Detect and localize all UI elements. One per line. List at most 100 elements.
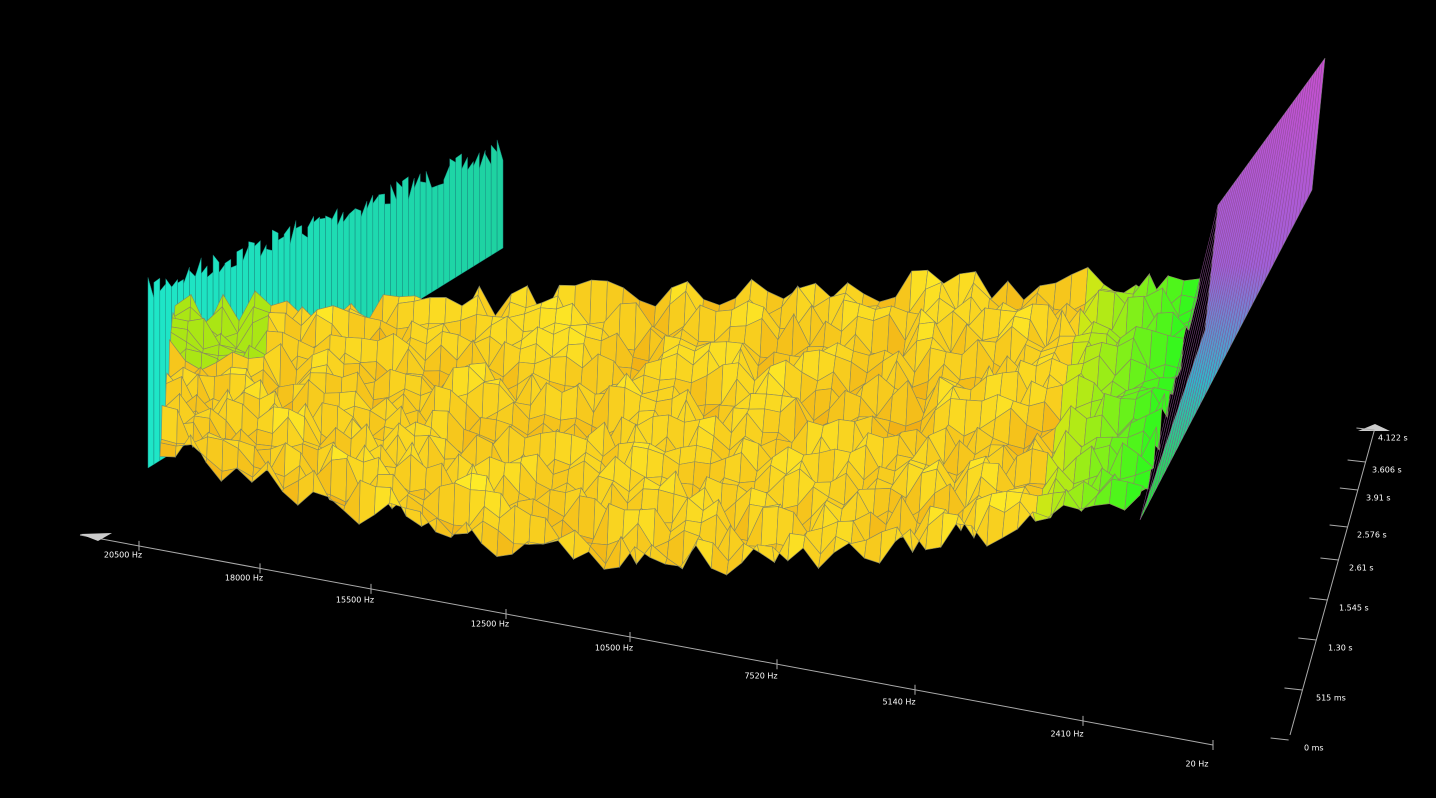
surface-cell <box>577 495 596 540</box>
wall-line <box>1144 201 1221 512</box>
surface-cell <box>646 448 664 479</box>
surface-cell <box>589 279 608 327</box>
surface-cell <box>1029 448 1049 485</box>
wall-line <box>1152 193 1227 496</box>
surface-cell <box>760 506 779 547</box>
wall-stripe <box>449 158 456 282</box>
wall-line <box>1139 204 1219 521</box>
wall-line <box>1281 83 1307 248</box>
surface-cell <box>1124 481 1144 512</box>
time-tick <box>1356 427 1375 431</box>
wall-stripe <box>496 139 504 253</box>
frequency-tick-label: 2410 Hz <box>1050 730 1083 739</box>
surface-cell <box>412 297 431 328</box>
wall-stripe <box>408 177 415 308</box>
surface-cell <box>697 304 717 343</box>
wall-line <box>1217 138 1267 372</box>
surface-cell <box>469 472 488 492</box>
wall-stripe <box>467 160 474 271</box>
wall-stripe <box>414 173 421 304</box>
time-tick <box>1298 637 1317 641</box>
wall-line <box>1242 116 1283 323</box>
surface-cell <box>982 307 1002 341</box>
frequency-tick-label: 20 Hz <box>1186 760 1209 769</box>
wall-line <box>1225 131 1272 356</box>
surface-cell <box>360 337 379 364</box>
frequency-tick-label: 12500 Hz <box>471 620 509 629</box>
wall-line <box>1290 76 1312 232</box>
surface-cell <box>548 356 567 387</box>
wall-stripe <box>147 277 155 469</box>
time-tick <box>1347 459 1366 463</box>
wall-line <box>1230 127 1275 347</box>
wall-stripe <box>490 144 498 256</box>
wall-line <box>1148 197 1224 504</box>
wall-line <box>1161 186 1232 479</box>
wall-line <box>1199 153 1256 405</box>
wall-stripe <box>153 277 161 465</box>
wall-stripe <box>443 165 450 286</box>
wall-line <box>1251 109 1288 306</box>
time-tick <box>1329 524 1348 528</box>
wall-line <box>1195 157 1254 413</box>
frequency-tick-label: 10500 Hz <box>595 644 633 653</box>
wall-line <box>1294 72 1315 224</box>
frequency-tick-label: 15500 Hz <box>336 596 374 605</box>
wall-stripe <box>461 157 468 275</box>
wall-line <box>1260 102 1294 290</box>
frequency-tick-label: 7520 Hz <box>744 672 777 681</box>
wall-line <box>1303 65 1320 207</box>
wall-line <box>1191 160 1251 422</box>
wall-line <box>1165 182 1235 471</box>
time-tick-label: 2.576 s <box>1357 531 1387 540</box>
time-tick-label: 3.606 s <box>1372 466 1402 475</box>
wall-stripe <box>431 185 439 293</box>
axis-labels: 20500 Hz 18000 Hz 15500 Hz 12500 Hz 10500 Hz… <box>104 427 1408 769</box>
wall-line <box>1208 146 1262 389</box>
surface-cell <box>453 482 471 527</box>
wall-line <box>1264 98 1296 281</box>
surface-cell <box>428 297 447 324</box>
surface-mesh <box>159 266 1201 576</box>
wall-stripe <box>437 183 445 289</box>
wall-line <box>1187 164 1248 430</box>
wall-line <box>1238 120 1280 331</box>
wall-line <box>1156 190 1229 488</box>
time-tick <box>1309 597 1328 601</box>
wall-stripe <box>396 180 403 315</box>
frequency-tick-label: 5140 Hz <box>882 698 915 707</box>
surface-cell <box>871 314 890 356</box>
time-tick-label: 1.30 s <box>1328 644 1353 653</box>
time-axis <box>1289 427 1376 736</box>
wall-line <box>1277 87 1304 257</box>
wall-stripe <box>479 150 486 264</box>
time-tick <box>1270 737 1289 741</box>
surface-cell <box>748 393 767 410</box>
wall-stripe <box>485 152 492 260</box>
wall-line <box>1182 168 1245 438</box>
wall-stripe <box>425 171 433 297</box>
wall-line <box>1221 135 1270 364</box>
wall-line <box>1212 142 1264 380</box>
wall-line <box>1298 68 1318 215</box>
frequency-tick-label: 18000 Hz <box>225 574 263 583</box>
time-tick <box>1320 557 1339 561</box>
time-tick-label: 515 ms <box>1316 694 1346 703</box>
wall-stripe <box>402 176 409 311</box>
wall-stripe <box>473 152 480 267</box>
right-wall-lines <box>1139 61 1323 521</box>
wall-line <box>1247 113 1286 314</box>
time-tick-label: 3.91 s <box>1366 494 1391 503</box>
wall-line <box>1169 179 1237 463</box>
surface-cell <box>528 514 547 545</box>
wall-stripe <box>366 195 374 333</box>
wall-line <box>1234 124 1278 339</box>
wall-line <box>1174 175 1240 455</box>
frequency-axis <box>79 534 1214 746</box>
wall-stripe <box>455 153 462 278</box>
surface-cell <box>762 408 781 434</box>
wall-line <box>1204 149 1259 397</box>
frequency-tick-label: 20500 Hz <box>104 551 142 560</box>
